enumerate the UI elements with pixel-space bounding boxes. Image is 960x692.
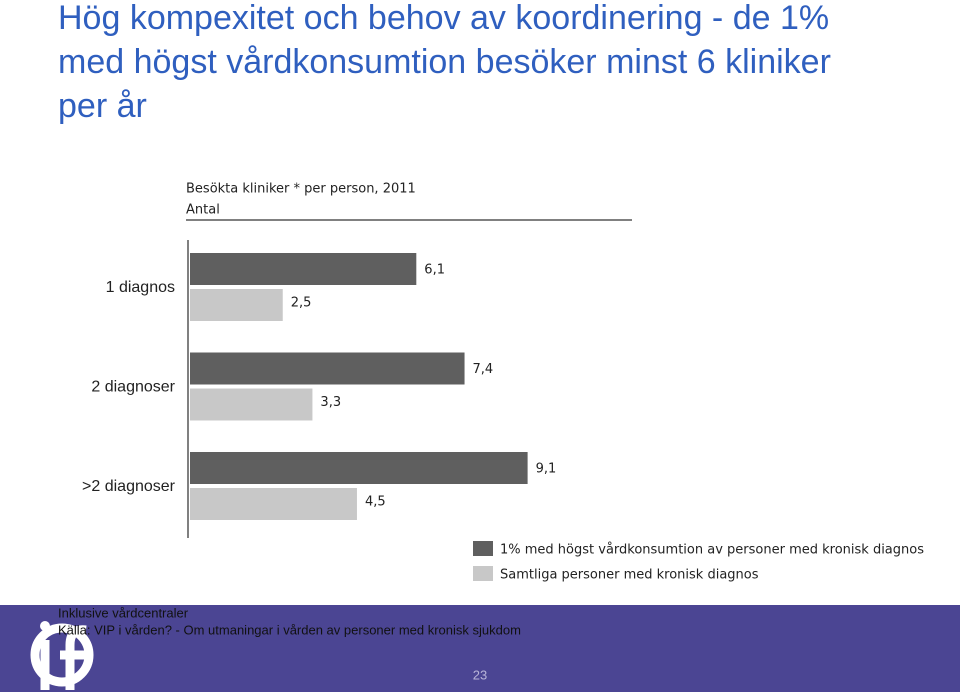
category-label: 2 diagnoser: [91, 379, 175, 396]
footnote: Inklusive vårdcentraler: [58, 605, 189, 620]
legend-swatch: [473, 541, 493, 556]
page-number: 23: [473, 667, 487, 682]
bar: [190, 452, 528, 484]
bar: [190, 388, 313, 421]
category-label: 1 diagnos: [106, 279, 175, 296]
bar: [190, 488, 357, 520]
category-label: >2 diagnoser: [82, 478, 176, 495]
logo: [30, 623, 94, 690]
value-label: 4,5: [365, 495, 386, 510]
bar: [190, 289, 283, 321]
footer-band: [0, 605, 960, 692]
logo-dot: [40, 621, 50, 631]
slide-title: per år: [58, 87, 147, 125]
value-label: 9,1: [536, 462, 557, 477]
value-label: 7,4: [473, 362, 494, 377]
legend-label: 1% med högst vårdkonsumtion av personer …: [500, 543, 924, 558]
chart-title: Besökta kliniker * per person, 2011: [186, 182, 416, 197]
slide-title: Hög kompexitet och behov av koordinering…: [58, 0, 829, 37]
legend-swatch: [473, 566, 493, 581]
slide-title: med högst vårdkonsumtion besöker minst 6…: [58, 43, 831, 81]
value-label: 2,5: [291, 296, 312, 311]
bar: [190, 352, 465, 385]
source: Källa: VIP i vården? - Om utmaningar i v…: [58, 622, 521, 637]
chart-subtitle: Antal: [186, 203, 220, 218]
legend-label: Samtliga personer med kronisk diagnos: [500, 568, 759, 583]
bar: [190, 253, 417, 285]
value-label: 6,1: [424, 263, 445, 278]
value-label: 3,3: [320, 395, 341, 410]
